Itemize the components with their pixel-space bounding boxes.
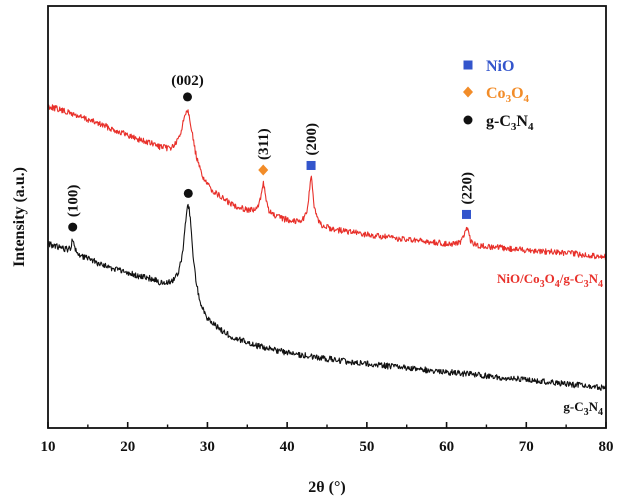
legend-marker-diamond <box>463 86 473 98</box>
x-tick-label: 70 <box>519 439 534 455</box>
series-label-part: g-C <box>563 399 583 414</box>
peak-marker-diamond <box>258 164 269 176</box>
series-label-part: O <box>545 271 555 286</box>
annotation-layer: (002) (311) (200) (220) (100) <box>66 73 476 232</box>
legend-label: NiO <box>486 58 514 75</box>
peak-marker-circle <box>183 92 192 102</box>
peak-label: (100) <box>66 185 82 218</box>
x-tick-label: 30 <box>200 439 215 455</box>
x-axis-title: 2θ (°) <box>308 479 345 496</box>
legend-subscript: 4 <box>528 121 534 133</box>
legend-marker-circle <box>463 115 473 125</box>
x-tick-label: 20 <box>120 439 135 455</box>
series-label-subscript: 3 <box>584 407 589 418</box>
series-label-subscript: 4 <box>598 407 603 418</box>
x-tick-label: 40 <box>280 439 295 455</box>
legend-text-part: O <box>511 85 523 102</box>
peak-label: (220) <box>460 172 476 205</box>
peak-marker-circle <box>183 188 193 198</box>
legend-text-part: NiO <box>486 58 514 75</box>
peak-label: (311) <box>256 128 272 160</box>
legend-subscript: 3 <box>506 93 512 105</box>
legend-label: g-C3N4 <box>486 113 534 133</box>
legend-text-part: g-C <box>486 113 511 130</box>
legend-marker-square <box>463 60 473 70</box>
series-line-1 <box>47 203 607 391</box>
series-line-0 <box>47 104 607 261</box>
peak-marker-square <box>306 160 316 170</box>
series-label-part: NiO/Co <box>497 271 540 286</box>
legend-subscript: 3 <box>511 121 517 133</box>
series-label-subscript: 4 <box>555 279 560 290</box>
series-label-0: NiO/Co3O4/g-C3N4 <box>497 271 603 290</box>
legend-text-part: N <box>516 113 528 130</box>
peak-label: (002) <box>171 73 204 89</box>
peak-marker-square <box>462 209 471 219</box>
axis-layer: 10 20 30 40 50 60 70 80 <box>41 422 614 455</box>
series-label-part: /g-C <box>559 271 584 286</box>
series-label-subscript: 3 <box>540 279 545 290</box>
series-label-subscript: 4 <box>598 279 603 290</box>
series-label-part: N <box>589 399 599 414</box>
series-label-subscript: 3 <box>584 279 589 290</box>
x-tick-label: 80 <box>599 439 614 455</box>
x-tick-label: 10 <box>41 439 56 455</box>
x-tick-label: 60 <box>439 439 454 455</box>
series-layer <box>47 104 607 391</box>
legend-label: Co3O4 <box>486 85 530 105</box>
plot-frame <box>47 5 607 429</box>
peak-marker-circle <box>68 222 78 232</box>
legend-subscript: 4 <box>524 93 530 105</box>
peak-label: (200) <box>304 123 320 156</box>
series-label-part: N <box>589 271 599 286</box>
legend-text-part: Co <box>486 85 506 102</box>
x-tick-label: 50 <box>359 439 374 455</box>
series-label-1: g-C3N4 <box>563 399 603 418</box>
y-axis-title: Intensity (a.u.) <box>11 167 28 267</box>
